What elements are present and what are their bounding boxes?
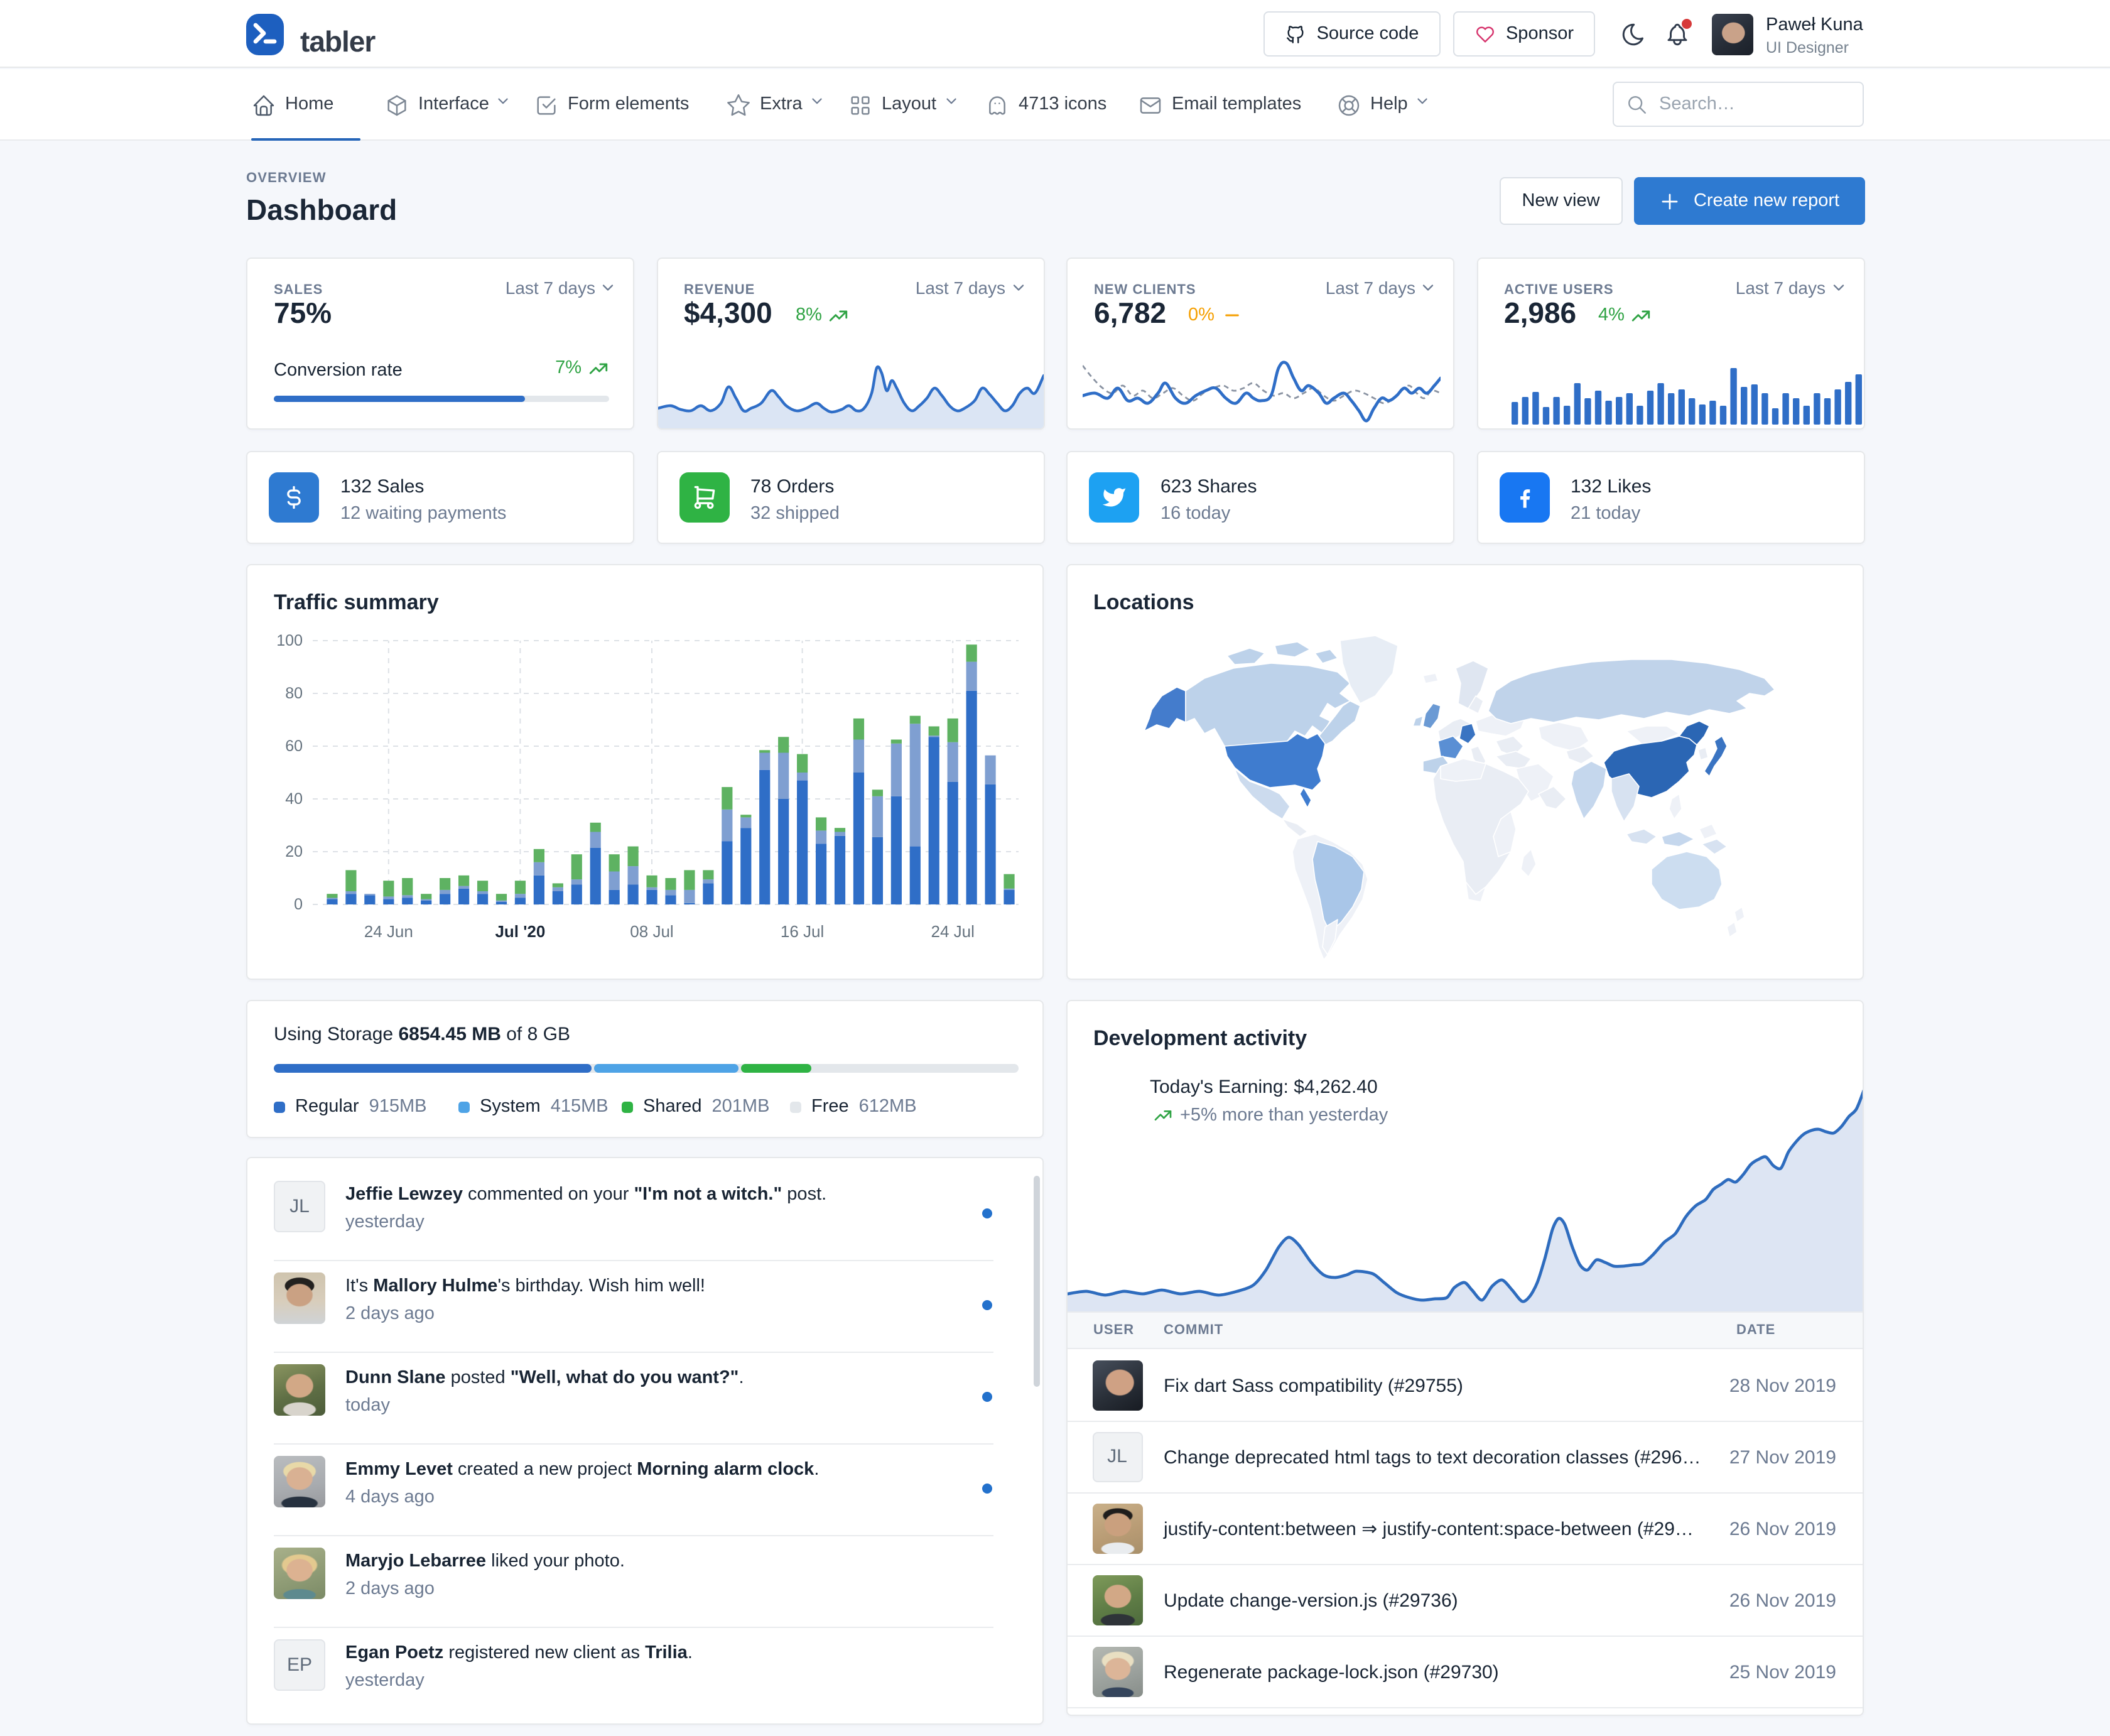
- svg-text:60: 60: [285, 737, 303, 755]
- svg-text:100: 100: [276, 632, 303, 649]
- svg-text:80: 80: [285, 685, 303, 702]
- svg-text:24 Jul: 24 Jul: [931, 922, 975, 941]
- svg-text:0: 0: [294, 896, 303, 913]
- svg-text:Jul '20: Jul '20: [495, 922, 545, 941]
- svg-text:20: 20: [285, 843, 303, 860]
- svg-text:08 Jul: 08 Jul: [630, 922, 673, 941]
- svg-text:40: 40: [285, 790, 303, 808]
- svg-text:24 Jun: 24 Jun: [364, 922, 413, 941]
- svg-text:16 Jul: 16 Jul: [781, 922, 824, 941]
